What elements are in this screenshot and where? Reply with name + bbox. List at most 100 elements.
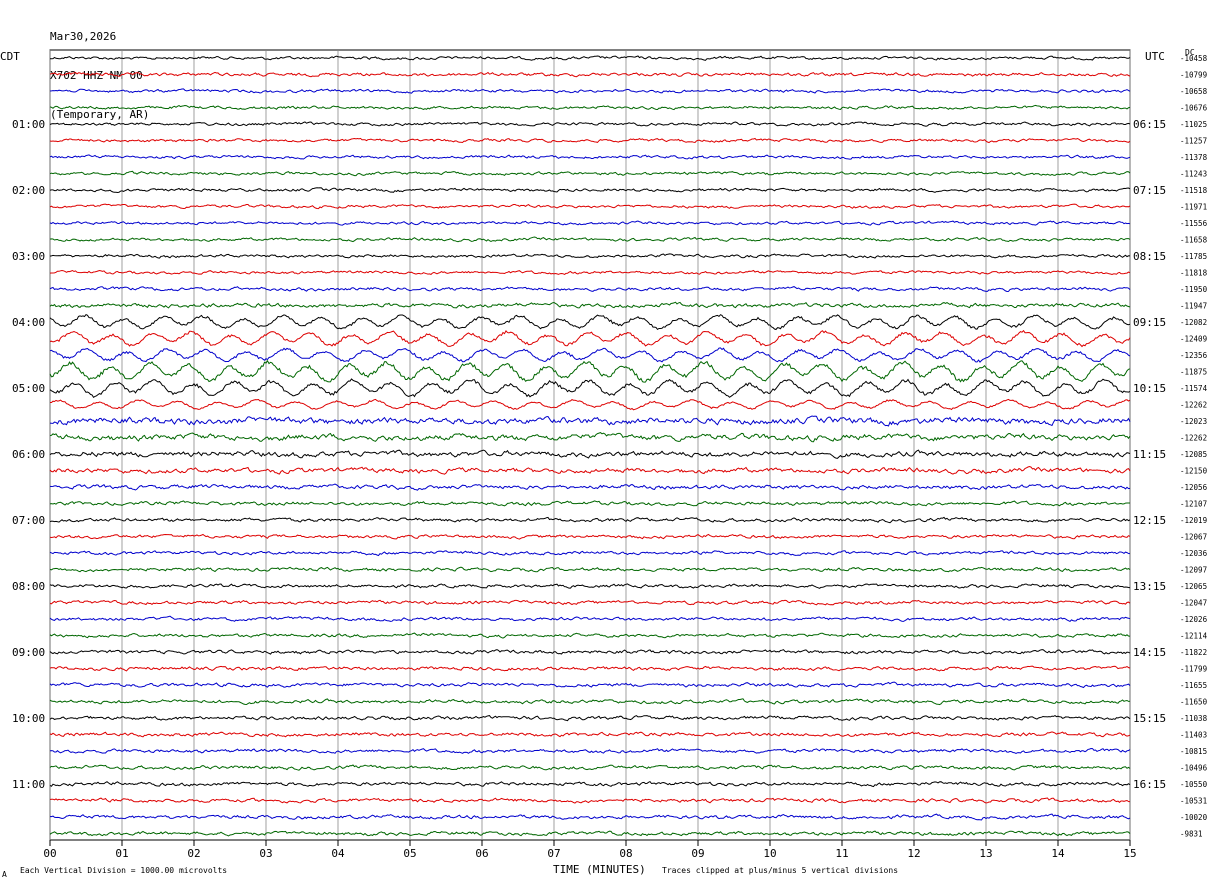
dc-value: -10676 xyxy=(1180,104,1208,113)
seismic-trace xyxy=(49,236,1131,243)
left-hour-label: 06:00 xyxy=(12,448,45,461)
x-tick-label: 00 xyxy=(43,847,56,860)
seismic-trace xyxy=(49,432,1131,443)
dc-value: -12085 xyxy=(1180,450,1207,459)
seismic-trace xyxy=(49,483,1131,491)
left-hour-label: 08:00 xyxy=(12,580,45,593)
dc-value: -12409 xyxy=(1180,335,1207,344)
seismic-trace xyxy=(49,797,1131,804)
x-tick-label: 05 xyxy=(403,847,416,860)
seismic-trace xyxy=(49,415,1131,427)
dc-value: -11243 xyxy=(1180,170,1207,179)
right-hour-label: 16:15 xyxy=(1133,778,1166,791)
dc-value: -11818 xyxy=(1180,269,1208,278)
left-hour-label: 11:00 xyxy=(12,778,45,791)
seismic-trace xyxy=(49,329,1131,348)
dc-value: -11403 xyxy=(1180,731,1207,740)
seismic-trace xyxy=(49,764,1131,771)
seismic-trace xyxy=(50,813,1131,821)
dc-value: -11799 xyxy=(1180,665,1207,674)
seismic-trace xyxy=(49,731,1131,738)
seismic-trace xyxy=(49,88,1131,94)
right-hour-label: 13:15 xyxy=(1133,580,1166,593)
dc-value: -11518 xyxy=(1180,186,1208,195)
dc-value: -11822 xyxy=(1180,648,1207,657)
dc-value: -11658 xyxy=(1180,236,1208,245)
seismic-trace xyxy=(49,154,1131,160)
footer-mark: A xyxy=(2,870,7,879)
right-hour-label: 06:15 xyxy=(1133,118,1166,131)
dc-value: -12082 xyxy=(1180,318,1207,327)
dc-value: -10658 xyxy=(1180,87,1208,96)
seismic-trace xyxy=(49,747,1131,754)
x-tick-label: 01 xyxy=(115,847,128,860)
seismic-trace xyxy=(49,203,1131,210)
footer-clip: Traces clipped at plus/minus 5 vertical … xyxy=(662,866,899,875)
left-hour-label: 07:00 xyxy=(12,514,45,527)
header-network: (Temporary, AR) xyxy=(50,108,150,121)
seismic-trace xyxy=(49,465,1131,475)
x-tick-label: 08 xyxy=(619,847,632,860)
dc-value: -11038 xyxy=(1180,714,1208,723)
dc-value: -10020 xyxy=(1180,813,1208,822)
dc-value: -12262 xyxy=(1180,434,1207,443)
seismic-trace xyxy=(49,715,1131,722)
right-hour-label: 09:15 xyxy=(1133,316,1166,329)
seismic-trace xyxy=(49,286,1131,293)
plot-frame xyxy=(49,49,1131,841)
dc-value: -10458 xyxy=(1180,54,1208,63)
right-hour-label: 14:15 xyxy=(1133,646,1166,659)
dc-value: -10799 xyxy=(1180,71,1207,80)
x-tick-label: 06 xyxy=(475,847,488,860)
left-hour-label: 03:00 xyxy=(12,250,45,263)
dc-values: -10458 -10799 -10658 -10676 -11025 -11257 -113… xyxy=(1180,54,1208,839)
dc-value: -12036 xyxy=(1180,549,1208,558)
seismic-trace xyxy=(49,104,1131,111)
x-tick-label: 03 xyxy=(259,847,272,860)
dc-label: DC xyxy=(1185,48,1195,57)
x-tick-label: 07 xyxy=(547,847,560,860)
seismic-trace xyxy=(49,632,1131,639)
seismic-trace xyxy=(49,681,1131,689)
right-hour-label: 08:15 xyxy=(1133,250,1166,263)
x-axis-title: TIME (MINUTES) xyxy=(553,863,646,876)
right-hour-label: 15:15 xyxy=(1133,712,1166,725)
dc-value: -11556 xyxy=(1180,219,1208,228)
seismic-trace xyxy=(49,378,1131,398)
seismic-trace xyxy=(49,449,1131,459)
seismic-trace xyxy=(49,269,1131,276)
dc-value: -11971 xyxy=(1180,203,1207,212)
dc-value: -10550 xyxy=(1180,780,1208,789)
seismic-trace xyxy=(49,71,1131,78)
dc-value: -11947 xyxy=(1180,302,1207,311)
dc-value: -12150 xyxy=(1180,467,1208,476)
seismic-trace xyxy=(49,187,1131,194)
hour-labels: 01:00 02:00 03:00 04:00 05:00 06:00 07:00 08:00… xyxy=(12,118,1166,791)
seismic-trace xyxy=(49,615,1131,623)
right-hour-label: 10:15 xyxy=(1133,382,1166,395)
seismic-trace xyxy=(50,398,1131,411)
dc-value: -11650 xyxy=(1180,698,1208,707)
dc-value: -12065 xyxy=(1180,582,1207,591)
seismic-trace xyxy=(49,698,1131,706)
seismic-trace xyxy=(50,55,1131,61)
x-tick-label: 09 xyxy=(691,847,704,860)
seismic-trace xyxy=(49,170,1131,177)
x-tick-label: 15 xyxy=(1123,847,1136,860)
seismic-trace xyxy=(49,550,1131,557)
dc-value: -12067 xyxy=(1180,533,1207,542)
dc-value: -12056 xyxy=(1180,483,1208,492)
dc-value: -12023 xyxy=(1180,417,1207,426)
seismic-trace xyxy=(49,599,1131,606)
x-tick-label: 14 xyxy=(1051,847,1065,860)
x-axis: 00 01 02 03 04 05 06 07 08 09 10 11 12 13 14 15 xyxy=(43,840,1137,860)
seismic-trace xyxy=(49,665,1131,672)
seismic-trace xyxy=(49,500,1130,507)
seismic-traces xyxy=(49,55,1131,837)
seismic-trace xyxy=(49,830,1131,837)
dc-value: -11025 xyxy=(1180,120,1207,129)
seismic-trace xyxy=(49,137,1131,144)
left-hour-label: 09:00 xyxy=(12,646,45,659)
seismic-trace xyxy=(49,301,1131,309)
x-tick-label: 12 xyxy=(907,847,920,860)
